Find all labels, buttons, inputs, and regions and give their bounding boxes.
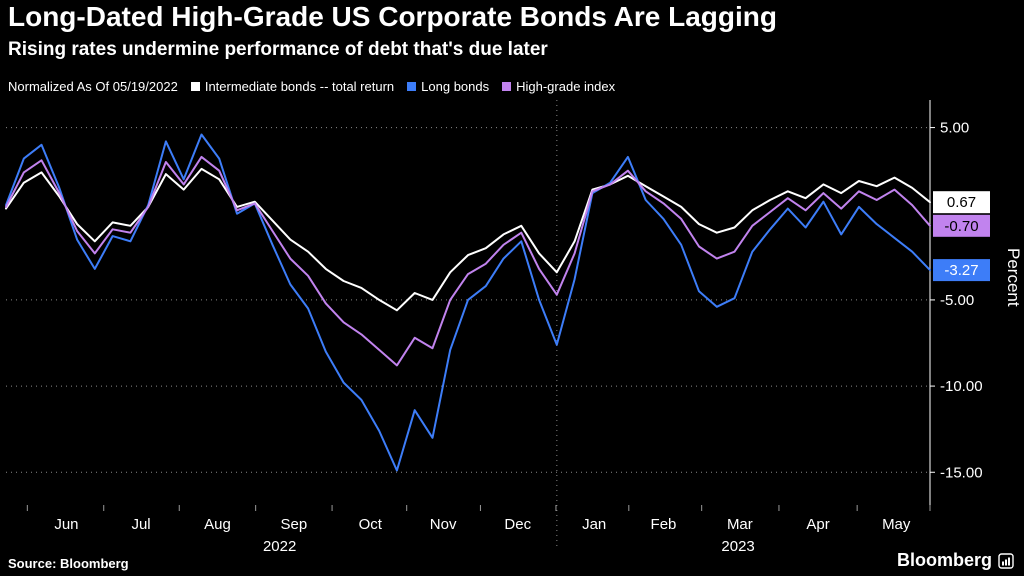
svg-text:Jun: Jun: [54, 516, 78, 533]
svg-text:Oct: Oct: [359, 516, 383, 533]
svg-text:2022: 2022: [263, 538, 296, 555]
svg-text:0.67: 0.67: [947, 194, 976, 211]
svg-text:Apr: Apr: [806, 516, 829, 533]
svg-text:Mar: Mar: [727, 516, 753, 533]
chart-title: Long-Dated High-Grade US Corporate Bonds…: [8, 1, 777, 32]
svg-text:Sep: Sep: [281, 516, 308, 533]
legend-label-intermediate-bonds: Intermediate bonds -- total return: [204, 79, 395, 94]
bloomberg-logo: Bloomberg: [897, 550, 1014, 571]
legend-item-long-bonds: Long bonds: [407, 79, 489, 94]
svg-text:2023: 2023: [721, 538, 754, 555]
svg-text:-0.70: -0.70: [944, 218, 978, 235]
legend: Normalized As Of 05/19/2022 Intermediate…: [8, 79, 615, 94]
svg-text:-5.00: -5.00: [940, 292, 974, 309]
svg-text:-10.00: -10.00: [940, 378, 983, 395]
chart-subtitle: Rising rates undermine performance of de…: [8, 39, 548, 60]
svg-text:Dec: Dec: [504, 516, 531, 533]
source-note: Source: Bloomberg: [8, 556, 129, 571]
svg-text:Nov: Nov: [430, 516, 457, 533]
svg-text:May: May: [882, 516, 911, 533]
svg-text:Feb: Feb: [651, 516, 677, 533]
svg-text:5.00: 5.00: [940, 120, 969, 137]
legend-label-long-bonds: Long bonds: [421, 79, 490, 94]
legend-item-intermediate-bonds: Intermediate bonds -- total return: [190, 79, 395, 94]
legend-swatch-purple: [502, 82, 512, 91]
legend-item-high-grade-index: High-grade index: [502, 79, 615, 94]
svg-text:-3.27: -3.27: [944, 262, 978, 279]
bloomberg-terminal-icon: [998, 552, 1014, 569]
svg-text:Aug: Aug: [204, 516, 231, 533]
legend-label-high-grade-index: High-grade index: [516, 79, 616, 94]
y-axis-title: Percent: [1004, 248, 1023, 307]
bloomberg-wordmark: Bloomberg: [896, 550, 992, 570]
legend-normalized-note: Normalized As Of 05/19/2022: [8, 79, 178, 94]
legend-swatch-white: [190, 82, 200, 91]
svg-text:-15.00: -15.00: [940, 464, 983, 481]
legend-swatch-blue: [407, 82, 417, 91]
svg-text:Jul: Jul: [131, 516, 150, 533]
svg-text:Jan: Jan: [582, 516, 606, 533]
